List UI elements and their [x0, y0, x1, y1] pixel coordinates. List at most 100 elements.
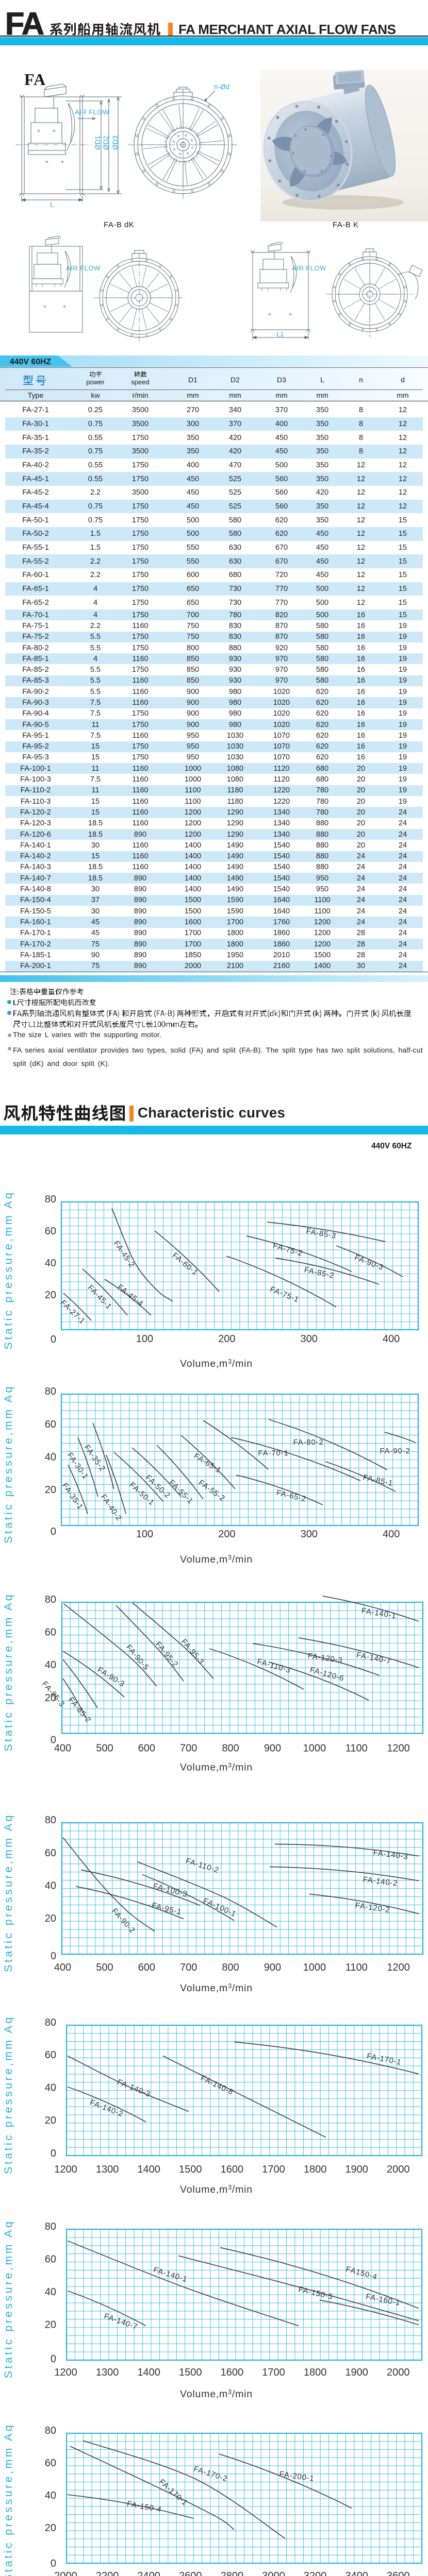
svg-text:1200: 1200: [54, 2164, 77, 2175]
svg-text:ØD1: ØD1: [94, 135, 102, 150]
svg-text:0: 0: [51, 1526, 56, 1537]
svg-text:400: 400: [383, 1529, 400, 1540]
svg-text:0: 0: [51, 1334, 56, 1345]
svg-text:1400: 1400: [137, 2367, 160, 2378]
svg-text:AIR FLOW: AIR FLOW: [75, 108, 109, 116]
svg-text:200: 200: [218, 1333, 235, 1345]
svg-text:1000: 1000: [303, 1962, 326, 1973]
svg-text:1100: 1100: [345, 1962, 368, 1973]
svg-text:L: L: [50, 201, 54, 209]
svg-text:2600: 2600: [179, 2570, 202, 2576]
svg-text:1200: 1200: [387, 1743, 410, 1754]
svg-text:Volume,m3/min: Volume,m3/min: [180, 1982, 253, 1994]
svg-text:800: 800: [222, 1743, 239, 1754]
svg-text:1800: 1800: [304, 2367, 327, 2378]
svg-text:FA-90-2: FA-90-2: [380, 1447, 410, 1455]
svg-text:1700: 1700: [262, 2367, 285, 2378]
svg-text:2400: 2400: [137, 2570, 160, 2576]
svg-text:1500: 1500: [179, 2164, 202, 2175]
svg-text:100: 100: [136, 1529, 153, 1540]
svg-text:1100: 1100: [345, 1743, 368, 1754]
svg-text:40: 40: [45, 1659, 56, 1671]
svg-text:100: 100: [136, 1333, 153, 1345]
svg-text:600: 600: [138, 1743, 155, 1754]
svg-text:80: 80: [45, 2017, 56, 2028]
svg-text:Volume,m3/min: Volume,m3/min: [180, 1762, 253, 1773]
svg-text:FA-140-8: FA-140-8: [200, 2073, 235, 2096]
svg-text:60: 60: [45, 2458, 56, 2469]
svg-text:40: 40: [45, 2490, 56, 2501]
svg-text:FA-85-3: FA-85-3: [40, 1680, 67, 1708]
svg-text:FA-200-1: FA-200-1: [279, 2469, 315, 2483]
svg-text:FA-150-5: FA-150-5: [298, 2285, 334, 2301]
svg-text:1300: 1300: [96, 2164, 119, 2175]
svg-text:ØD3: ØD3: [111, 135, 119, 150]
svg-text:FA-140-2: FA-140-2: [89, 2098, 125, 2119]
svg-text:FA-140-3: FA-140-3: [373, 1848, 409, 1861]
svg-text:FA150-4: FA150-4: [345, 2264, 378, 2281]
svg-text:20: 20: [45, 1692, 56, 1704]
svg-text:FA-45-4: FA-45-4: [116, 1283, 145, 1309]
svg-text:20: 20: [45, 1290, 56, 1301]
svg-text:80: 80: [45, 1815, 56, 1826]
svg-text:500: 500: [96, 1962, 113, 1973]
svg-text:Volume,m3/min: Volume,m3/min: [180, 1358, 253, 1369]
svg-text:Static pressure,mm Aq: Static pressure,mm Aq: [2, 1592, 14, 1752]
svg-text:FA-80-2: FA-80-2: [293, 1438, 324, 1447]
svg-text:80: 80: [45, 1386, 56, 1397]
svg-text:FA-100-3: FA-100-3: [152, 1882, 188, 1899]
svg-text:900: 900: [264, 1743, 281, 1754]
svg-text:3600: 3600: [387, 2570, 410, 2576]
svg-text:FA-55-2: FA-55-2: [197, 1478, 227, 1503]
svg-text:FA-40-2: FA-40-2: [99, 1493, 124, 1522]
svg-text:0: 0: [51, 2353, 56, 2365]
svg-text:1200: 1200: [387, 1962, 410, 1973]
svg-text:80: 80: [45, 1594, 56, 1605]
svg-text:80: 80: [45, 2221, 56, 2232]
svg-text:2000: 2000: [54, 2570, 77, 2576]
svg-text:80: 80: [45, 2425, 56, 2436]
svg-text:80: 80: [45, 1194, 56, 1205]
svg-text:40: 40: [45, 1258, 56, 1269]
svg-text:Volume,m3/min: Volume,m3/min: [180, 2184, 253, 2195]
svg-text:40: 40: [45, 1880, 56, 1891]
svg-text:FA-90-3: FA-90-3: [353, 1253, 385, 1272]
svg-text:1600: 1600: [221, 2164, 244, 2175]
svg-text:300: 300: [301, 1333, 318, 1345]
svg-text:900: 900: [264, 1962, 281, 1973]
svg-text:1600: 1600: [221, 2367, 244, 2378]
svg-text:FA-85-3: FA-85-3: [305, 1227, 337, 1241]
svg-text:FA-120-3: FA-120-3: [307, 1651, 343, 1665]
svg-text:3400: 3400: [345, 2570, 368, 2576]
svg-text:2200: 2200: [96, 2570, 119, 2576]
svg-text:FA-85-1: FA-85-1: [362, 1473, 393, 1488]
svg-text:FA-70-1: FA-70-1: [258, 1449, 289, 1458]
svg-text:700: 700: [180, 1743, 197, 1754]
svg-text:20: 20: [45, 2319, 56, 2330]
svg-text:FA-B K: FA-B K: [333, 221, 359, 229]
svg-text:FA-170-1: FA-170-1: [366, 2052, 402, 2067]
svg-text:40: 40: [45, 2082, 56, 2093]
svg-text:2800: 2800: [221, 2570, 244, 2576]
svg-text:2000: 2000: [387, 2367, 410, 2378]
svg-text:60: 60: [45, 1226, 56, 1237]
svg-text:200: 200: [218, 1529, 235, 1540]
svg-text:60: 60: [45, 2049, 56, 2061]
svg-text:n-Ød: n-Ød: [214, 83, 229, 91]
svg-text:1200: 1200: [54, 2367, 77, 2378]
svg-text:Volume,m3/min: Volume,m3/min: [180, 2388, 253, 2400]
svg-text:FA-65-2: FA-65-2: [275, 1488, 307, 1504]
svg-text:FA-140-7: FA-140-7: [356, 1651, 392, 1666]
svg-text:1800: 1800: [304, 2164, 327, 2175]
svg-text:20: 20: [45, 1484, 56, 1496]
svg-text:FA-60-1: FA-60-1: [171, 1251, 200, 1277]
svg-text:FA-45-2: FA-45-2: [112, 1239, 137, 1269]
svg-text:0: 0: [51, 2558, 56, 2569]
svg-text:L1: L1: [276, 330, 284, 338]
svg-text:40: 40: [45, 1452, 56, 1463]
svg-text:FA-100-1: FA-100-1: [202, 1896, 237, 1918]
svg-text:Static pressure,mm Aq: Static pressure,mm Aq: [2, 2219, 14, 2378]
svg-text:FA-75-2: FA-75-2: [272, 1241, 304, 1258]
svg-text:3200: 3200: [304, 2570, 327, 2576]
svg-text:700: 700: [180, 1962, 197, 1973]
